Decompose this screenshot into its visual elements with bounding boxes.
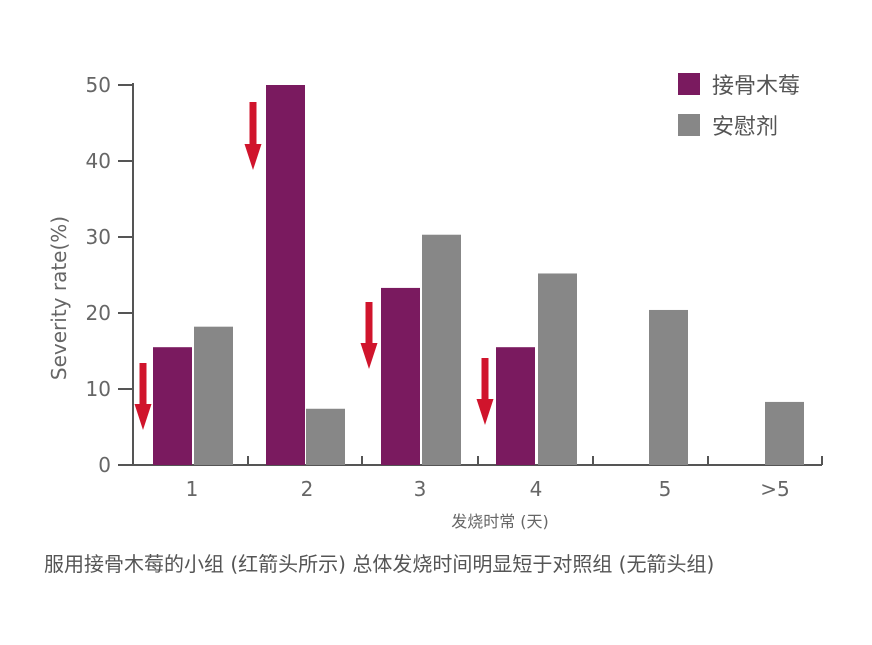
legend-swatch-elderberry	[678, 73, 700, 95]
bar-placebo	[422, 234, 461, 465]
red-arrow-icon	[244, 102, 262, 170]
x-axis: 1 2 3 4 5 >5	[133, 456, 823, 501]
red-arrow-icon	[134, 363, 152, 430]
figure-caption: 服用接骨木莓的小组 (红箭头所示) 总体发烧时间明显短于对照组 (无箭头组)	[44, 552, 715, 576]
chart: 0 10 20 30 40 50 1 2 3 4 5 >5 Severity rate(%) 发烧时…	[47, 73, 823, 531]
y-tick-label: 10	[86, 377, 111, 401]
y-tick-label: 40	[86, 149, 111, 173]
y-axis: 0 10 20 30 40 50	[86, 73, 134, 477]
y-tick-label: 30	[86, 225, 111, 249]
y-tick-label: 20	[86, 301, 111, 325]
x-tick-label: 5	[659, 477, 672, 501]
arrows	[134, 102, 494, 430]
bars	[153, 85, 804, 465]
red-arrow-icon	[476, 358, 494, 425]
legend-label-elderberry: 接骨木莓	[712, 74, 800, 99]
x-tick-label: 2	[301, 477, 314, 501]
legend-swatch-placebo	[678, 114, 700, 136]
y-tick-label: 50	[86, 73, 111, 97]
y-tick-label: 0	[98, 453, 111, 477]
x-tick-label: >5	[760, 477, 789, 501]
bar-placebo	[538, 273, 577, 465]
x-tick-label: 4	[530, 477, 543, 501]
x-axis-label: 发烧时常 (天)	[451, 512, 549, 531]
legend-label-placebo: 安慰剂	[712, 115, 778, 140]
y-axis-label: Severity rate(%)	[47, 216, 71, 380]
bar-elderberry	[266, 85, 305, 465]
bar-elderberry	[153, 347, 192, 465]
red-arrow-icon	[360, 302, 378, 369]
bar-placebo	[649, 309, 688, 465]
bar-elderberry	[496, 347, 535, 465]
x-tick-label: 1	[186, 477, 199, 501]
legend: 接骨木莓 安慰剂	[678, 73, 800, 140]
bar-placebo	[765, 401, 804, 465]
bar-placebo	[194, 326, 233, 465]
bar-elderberry	[381, 287, 420, 465]
bar-placebo	[306, 408, 345, 465]
x-tick-label: 3	[414, 477, 427, 501]
